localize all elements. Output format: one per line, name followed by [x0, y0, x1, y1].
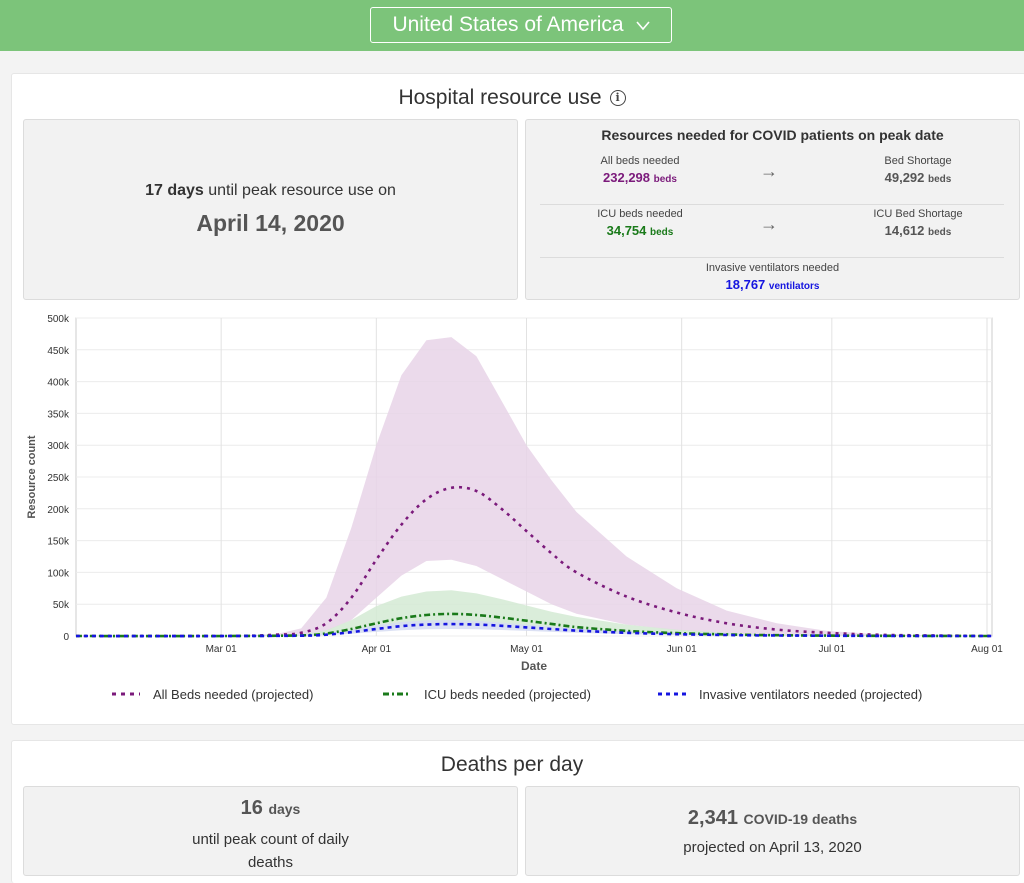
legend-label-all-beds: All Beds needed (projected): [153, 686, 314, 702]
all-beds-cell: All beds needed 232,298 beds: [570, 155, 710, 185]
legend-label-icu: ICU beds needed (projected): [424, 686, 591, 702]
icu-shortage-value-line: 14,612 beds: [848, 223, 988, 238]
ventilators-unit: ventilators: [768, 281, 820, 292]
icu-beds-value-line: 34,754 beds: [570, 223, 710, 238]
icu-beds-cell: ICU beds needed 34,754 beds: [570, 208, 710, 238]
x-tick-label: Apr 01: [362, 644, 392, 655]
deaths-peak-days-line: 16 days: [24, 797, 517, 820]
all-beds-unit: beds: [653, 174, 677, 185]
deaths-peak-unit: COVID-19 deaths: [743, 811, 858, 827]
deaths-peak-days-value: 16: [240, 797, 263, 819]
bed-shortage-label: Bed Shortage: [884, 155, 952, 167]
bed-shortage-unit: beds: [928, 174, 952, 185]
icu-shortage-unit: beds: [928, 227, 952, 238]
y-tick-label: 100k: [47, 568, 70, 579]
y-tick-label: 500k: [47, 314, 70, 325]
deaths-peak-days-text: until peak count of daily deaths: [24, 828, 517, 874]
deaths-peak-days-text-2: deaths: [247, 854, 294, 871]
bed-shortage-value-line: 49,292 beds: [848, 170, 988, 185]
all-beds-label: All beds needed: [600, 155, 680, 167]
deaths-section-title: Deaths per day: [440, 753, 584, 776]
legend-label-ventilators: Invasive ventilators needed (projected): [699, 686, 923, 702]
arrow-right-icon: →: [760, 161, 778, 181]
x-tick-label: Jul 01: [818, 644, 845, 655]
y-tick-label: 250k: [47, 473, 70, 484]
peak-days-text: until peak resource use on: [208, 182, 396, 199]
deaths-peak-value-card: 2,341 COVID-19 deaths projected on April…: [525, 786, 1020, 876]
dotted-line-blue-icon: [658, 692, 686, 696]
info-icon[interactable]: i: [609, 90, 626, 106]
arrow-right-icon: →: [760, 214, 778, 234]
peak-days-value: 17: [145, 182, 163, 199]
all-beds-uncertainty-band: [76, 337, 992, 636]
icu-beds-unit: beds: [650, 227, 674, 238]
dash-dot-line-green-icon: [383, 692, 411, 696]
icu-shortage-value: 14,612: [884, 223, 925, 238]
x-tick-label: May 01: [510, 644, 543, 655]
icu-beds-label: ICU beds needed: [597, 208, 683, 220]
chevron-down-icon: [635, 21, 650, 31]
x-tick-label: Aug 01: [971, 644, 1003, 655]
resources-title: Resources needed for COVID patients on p…: [601, 127, 944, 143]
resource-chart[interactable]: 0 50k 100k 150k 200k 250k 300k 350k 400k 450k 500k…: [24, 310, 1014, 670]
deaths-peak-text: projected on April 13, 2020: [683, 839, 862, 856]
icu-shortage-label: ICU Bed Shortage: [873, 208, 963, 220]
y-tick-label: 350k: [47, 409, 70, 420]
legend-item-all-beds[interactable]: All Beds needed (projected): [112, 685, 313, 703]
y-tick-label: 300k: [47, 441, 70, 452]
y-tick-label: 450k: [47, 346, 70, 357]
legend-item-ventilators[interactable]: Invasive ventilators needed (projected): [658, 685, 922, 703]
ventilators-value: 18,767: [725, 277, 766, 292]
ventilators-line: [75, 622, 993, 638]
peak-days-unit: days: [167, 182, 204, 199]
deaths-peak-days-text-1: until peak count of daily: [192, 831, 349, 848]
icu-uncertainty-band: [76, 590, 992, 636]
y-tick-label: 150k: [47, 537, 70, 548]
y-tick-label: 200k: [47, 505, 70, 516]
all-beds-value: 232,298: [603, 170, 651, 185]
x-tick-label: Jun 01: [667, 644, 697, 655]
beds-row: All beds needed 232,298 beds → Bed Short…: [540, 152, 1004, 205]
deaths-peak-days-unit: days: [268, 801, 301, 817]
x-axis-label: Date: [521, 659, 547, 670]
country-dropdown[interactable]: United States of America: [370, 7, 672, 43]
hospital-section-title: Hospital resource use i: [0, 86, 1024, 110]
icu-shortage-cell: ICU Bed Shortage 14,612 beds: [848, 208, 988, 238]
deaths-peak-value: 2,341: [687, 807, 738, 829]
icu-row: ICU beds needed 34,754 beds → ICU Bed Sh…: [540, 205, 1004, 258]
x-tick-label: Mar 01: [206, 644, 238, 655]
ventilators-label: Invasive ventilators needed: [705, 262, 840, 274]
peak-resource-card: 17 days until peak resource use on April…: [23, 119, 518, 300]
top-bar: United States of America: [0, 0, 1024, 51]
legend-item-icu[interactable]: ICU beds needed (projected): [383, 685, 591, 703]
bed-shortage-value: 49,292: [884, 170, 925, 185]
bed-shortage-cell: Bed Shortage 49,292 beds: [848, 155, 988, 185]
peak-days-line: 17 days until peak resource use on: [24, 182, 517, 200]
hospital-title-text: Hospital resource use: [398, 86, 602, 109]
deaths-peak-value-line: 2,341 COVID-19 deaths: [526, 807, 1019, 830]
y-axis-label: Resource count: [26, 435, 38, 518]
y-tick-label: 400k: [47, 378, 70, 389]
peak-date: April 14, 2020: [196, 210, 345, 236]
country-dropdown-label: United States of America: [392, 13, 624, 36]
y-tick-label: 0: [63, 632, 69, 643]
y-tick-label: 50k: [53, 600, 70, 611]
deaths-peak-days-card: 16 days until peak count of daily deaths: [23, 786, 518, 876]
ventilators-value-line: 18,767 ventilators: [526, 277, 1019, 292]
all-beds-value-line: 232,298 beds: [570, 170, 710, 185]
icu-beds-value: 34,754: [606, 223, 647, 238]
dotted-line-purple-icon: [112, 692, 140, 696]
resources-card: Resources needed for COVID patients on p…: [525, 119, 1020, 300]
ventilators-cell: Invasive ventilators needed 18,767 venti…: [526, 262, 1019, 292]
